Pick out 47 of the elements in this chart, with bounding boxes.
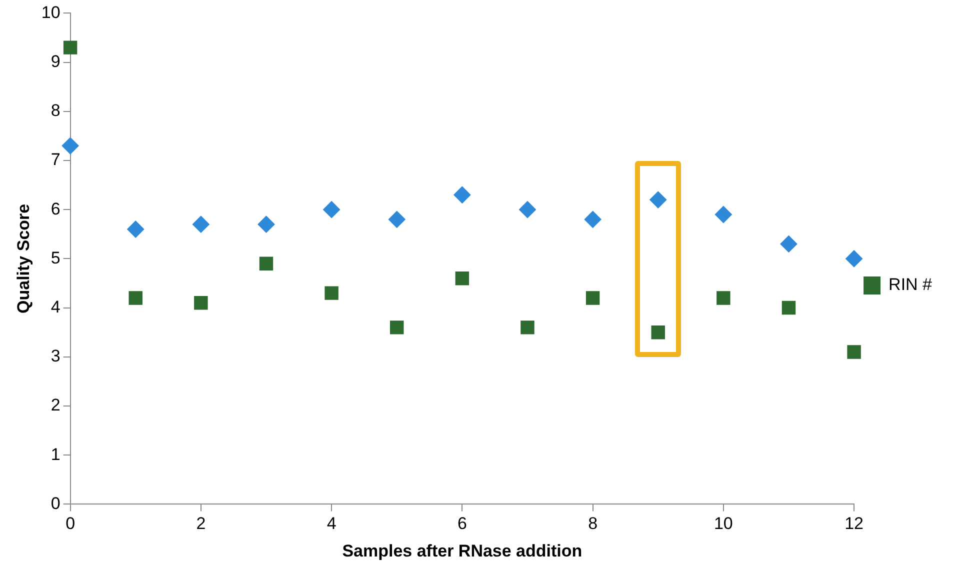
- point: [846, 250, 863, 268]
- point: [454, 186, 471, 204]
- x-tick-label: 8: [588, 514, 598, 534]
- point: [62, 137, 79, 154]
- point: [194, 296, 208, 310]
- y-tick-label: 4: [50, 297, 60, 316]
- point: [390, 320, 404, 334]
- y-tick-label: 2: [50, 396, 60, 415]
- point: [520, 320, 534, 334]
- x-axis-title: Samples after RNase addition: [342, 541, 582, 560]
- y-tick-label: 1: [50, 444, 60, 464]
- y-tick-label: 5: [50, 248, 60, 268]
- point: [455, 271, 470, 286]
- point: [780, 235, 798, 252]
- y-tick-label: 7: [50, 150, 60, 170]
- point: [584, 210, 602, 228]
- y-tick-label: 9: [50, 52, 60, 71]
- point: [651, 325, 665, 340]
- point: [714, 206, 732, 224]
- x-tick-label: 6: [457, 514, 467, 534]
- y-tick-label: 6: [50, 199, 60, 218]
- x-tick-label: 10: [714, 514, 733, 534]
- y-axis-title: Quality Score: [14, 204, 33, 314]
- x-tick-label: 0: [66, 514, 76, 534]
- y-tick-label: 3: [50, 346, 60, 366]
- point: [847, 345, 861, 359]
- point: [128, 291, 142, 305]
- y-tick-label: 10: [41, 2, 60, 22]
- legend-label: RIN #: [888, 275, 933, 294]
- point: [192, 216, 210, 233]
- point: [258, 216, 275, 233]
- point: [259, 256, 274, 270]
- point: [586, 291, 600, 305]
- point: [388, 210, 406, 228]
- point: [323, 201, 340, 218]
- point: [63, 40, 78, 54]
- point: [127, 220, 144, 238]
- point: [324, 286, 338, 300]
- x-tick-label: 12: [844, 514, 864, 534]
- x-tick-label: 2: [196, 514, 206, 534]
- y-tick-label: 0: [50, 494, 60, 513]
- point: [518, 201, 536, 218]
- y-tick-label: 8: [50, 101, 60, 120]
- point: [782, 300, 796, 315]
- point: [716, 291, 730, 305]
- x-tick-label: 4: [326, 514, 336, 534]
- point: [650, 191, 667, 208]
